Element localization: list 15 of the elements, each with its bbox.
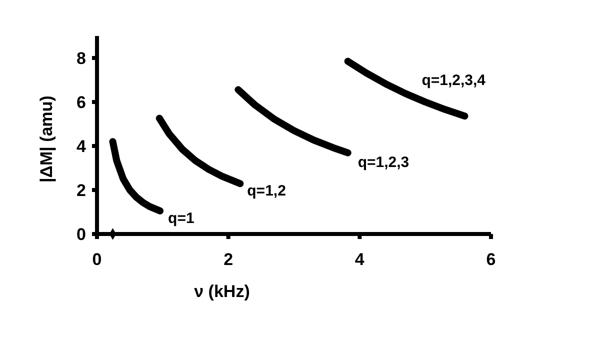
y-tick-label: 2 [76, 181, 86, 200]
y-tick-label: 4 [76, 137, 87, 156]
series-label: q=1,2,3 [358, 154, 410, 171]
x-tick-label: 0 [92, 250, 102, 269]
x-tick-label: 4 [354, 250, 365, 269]
series-label: q=1 [168, 210, 194, 227]
y-tick-label: 0 [76, 225, 86, 244]
x-tick-label: 2 [224, 250, 234, 269]
series-label: q=1,2 [247, 182, 286, 200]
y-tick-label: 8 [76, 49, 86, 68]
y-axis-title: |ΔM| (amu) [37, 96, 56, 182]
series-label: q=1,2,3,4 [422, 72, 486, 90]
x-axis-title: ν (kHz) [194, 282, 250, 301]
y-tick-label: 6 [76, 93, 86, 112]
x-tick-label: 6 [486, 250, 496, 269]
